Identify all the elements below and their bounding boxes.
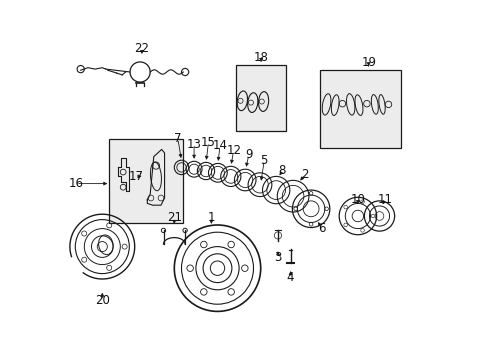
Text: 1: 1 xyxy=(207,211,215,224)
Text: 16: 16 xyxy=(68,177,83,190)
Text: 4: 4 xyxy=(286,271,294,284)
Text: 13: 13 xyxy=(186,138,201,150)
Bar xyxy=(235,65,285,131)
Text: 5: 5 xyxy=(260,154,267,167)
Text: 2: 2 xyxy=(301,168,308,181)
Text: 7: 7 xyxy=(174,132,181,145)
Text: 9: 9 xyxy=(244,148,252,161)
Text: 3: 3 xyxy=(274,251,281,264)
Text: 12: 12 xyxy=(226,144,241,157)
Text: 6: 6 xyxy=(318,222,325,235)
Text: 15: 15 xyxy=(201,136,216,149)
Bar xyxy=(320,70,400,148)
Text: 14: 14 xyxy=(212,139,227,152)
Text: 17: 17 xyxy=(128,170,143,183)
Bar xyxy=(109,139,183,223)
Text: 11: 11 xyxy=(377,193,392,206)
Text: 10: 10 xyxy=(350,193,365,206)
Text: 19: 19 xyxy=(361,57,375,69)
Text: 21: 21 xyxy=(166,211,182,224)
Text: 22: 22 xyxy=(134,42,149,55)
Text: 20: 20 xyxy=(95,294,109,307)
Text: 8: 8 xyxy=(278,165,285,177)
Text: 18: 18 xyxy=(253,51,268,64)
